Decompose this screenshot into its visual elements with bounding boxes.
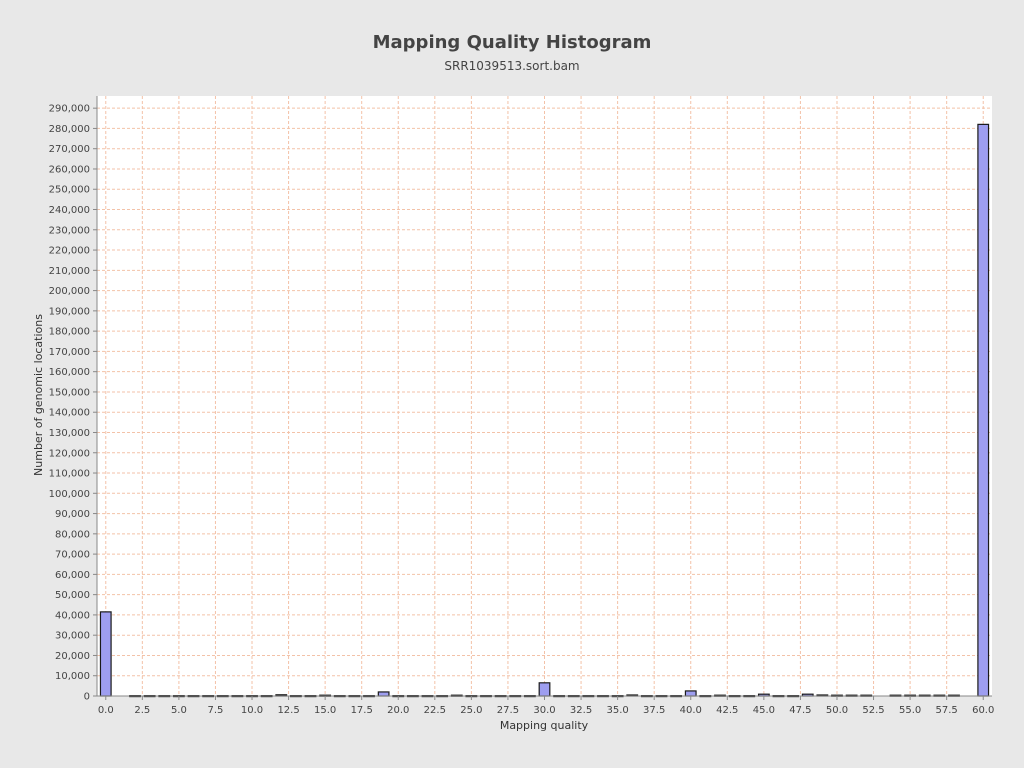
x-tick-label-13: 32.5 bbox=[570, 705, 592, 716]
y-tick-label-5: 50,000 bbox=[55, 590, 90, 601]
x-tick-label-8: 20.0 bbox=[387, 705, 409, 716]
x-tick-label-14: 35.0 bbox=[606, 705, 628, 716]
y-tick-label-15: 150,000 bbox=[49, 387, 90, 398]
y-tick-label-7: 70,000 bbox=[55, 550, 90, 561]
x-tick-label-24: 60.0 bbox=[972, 705, 994, 716]
y-tick-label-14: 140,000 bbox=[49, 408, 90, 419]
y-tick-label-9: 90,000 bbox=[55, 509, 90, 520]
histogram-bar-19 bbox=[377, 691, 390, 697]
y-tick-label-20: 200,000 bbox=[49, 286, 90, 297]
x-tick-label-21: 52.5 bbox=[862, 705, 884, 716]
x-axis-label: Mapping quality bbox=[500, 719, 589, 732]
x-tick-label-16: 40.0 bbox=[680, 705, 702, 716]
chart-subtitle: SRR1039513.sort.bam bbox=[444, 59, 579, 73]
y-tick-label-25: 250,000 bbox=[49, 185, 90, 196]
histogram-bar-30 bbox=[538, 682, 551, 697]
x-tick-label-2: 5.0 bbox=[171, 705, 187, 716]
y-tick-label-23: 230,000 bbox=[49, 225, 90, 236]
x-tick-label-1: 2.5 bbox=[134, 705, 150, 716]
y-tick-label-28: 280,000 bbox=[49, 124, 90, 135]
y-tick-label-18: 180,000 bbox=[49, 327, 90, 338]
y-tick-label-8: 80,000 bbox=[55, 529, 90, 540]
y-tick-label-4: 40,000 bbox=[55, 610, 90, 621]
x-tick-label-10: 25.0 bbox=[460, 705, 482, 716]
histogram-bar-40 bbox=[684, 690, 697, 697]
x-tick-label-17: 42.5 bbox=[716, 705, 738, 716]
y-tick-label-27: 270,000 bbox=[49, 144, 90, 155]
y-tick-label-29: 290,000 bbox=[49, 104, 90, 115]
histogram-bar-60 bbox=[977, 123, 990, 697]
y-tick-label-6: 60,000 bbox=[55, 570, 90, 581]
y-tick-label-11: 110,000 bbox=[49, 469, 90, 480]
y-tick-label-10: 100,000 bbox=[49, 489, 90, 500]
chart-title: Mapping Quality Histogram bbox=[373, 32, 652, 53]
x-tick-label-7: 17.5 bbox=[351, 705, 373, 716]
y-tick-label-1: 10,000 bbox=[55, 671, 90, 682]
x-tick-label-11: 27.5 bbox=[497, 705, 519, 716]
y-tick-label-21: 210,000 bbox=[49, 266, 90, 277]
x-tick-label-4: 10.0 bbox=[241, 705, 263, 716]
y-tick-label-12: 120,000 bbox=[49, 448, 90, 459]
y-tick-label-2: 20,000 bbox=[55, 651, 90, 662]
x-tick-label-19: 47.5 bbox=[789, 705, 811, 716]
x-tick-label-18: 45.0 bbox=[753, 705, 775, 716]
x-tick-label-5: 12.5 bbox=[277, 705, 299, 716]
y-tick-label-0: 0 bbox=[84, 692, 90, 703]
x-tick-label-9: 22.5 bbox=[424, 705, 446, 716]
y-tick-label-13: 130,000 bbox=[49, 428, 90, 439]
y-axis-label: Number of genomic locations bbox=[32, 314, 45, 476]
histogram-bar-0 bbox=[99, 611, 112, 697]
x-tick-label-6: 15.0 bbox=[314, 705, 336, 716]
y-tick-label-3: 30,000 bbox=[55, 631, 90, 642]
grid-lines bbox=[97, 96, 992, 697]
y-tick-label-22: 220,000 bbox=[49, 246, 90, 257]
x-tick-label-12: 30.0 bbox=[533, 705, 555, 716]
x-tick-label-23: 57.5 bbox=[936, 705, 958, 716]
y-axis-ticks: 0 10,000 20,000 30,000 40,000 50,000 60,000 70,… bbox=[49, 104, 97, 703]
x-tick-label-0: 0.0 bbox=[98, 705, 114, 716]
y-tick-label-19: 190,000 bbox=[49, 306, 90, 317]
y-tick-label-17: 170,000 bbox=[49, 347, 90, 358]
x-axis-ticks: 0.0 2.5 5.0 7.5 10.0 12.5 15.0 17.5 20.0 22.5 25.0… bbox=[98, 696, 994, 716]
y-tick-label-26: 260,000 bbox=[49, 164, 90, 175]
x-tick-label-3: 7.5 bbox=[208, 705, 224, 716]
x-tick-label-22: 55.0 bbox=[899, 705, 921, 716]
x-tick-label-20: 50.0 bbox=[826, 705, 848, 716]
y-tick-label-24: 240,000 bbox=[49, 205, 90, 216]
y-tick-label-16: 160,000 bbox=[49, 367, 90, 378]
x-tick-label-15: 37.5 bbox=[643, 705, 665, 716]
